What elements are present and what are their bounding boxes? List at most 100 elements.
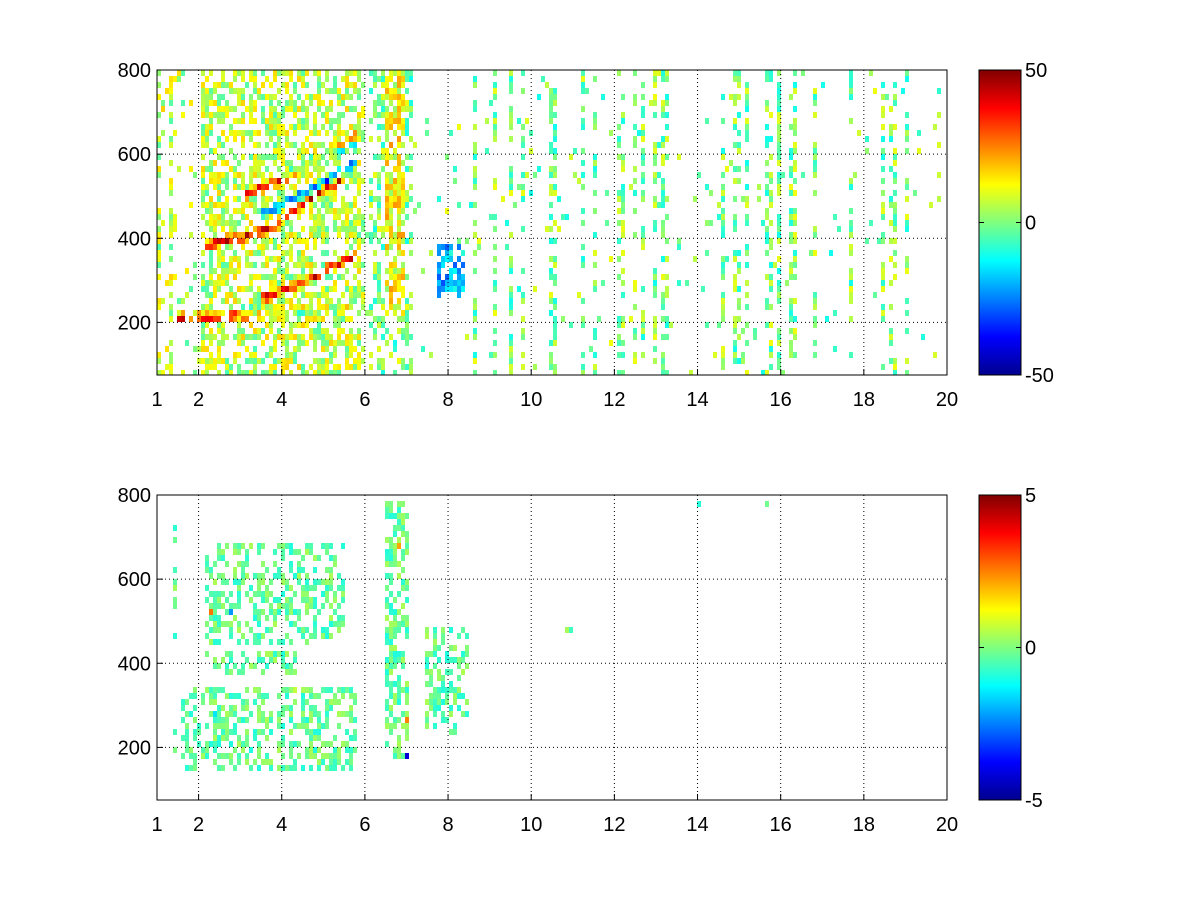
heatmap-cell bbox=[377, 76, 381, 82]
heatmap-cell bbox=[421, 268, 425, 274]
heatmap-cell bbox=[261, 82, 265, 88]
colorbar-ticks: -505 bbox=[979, 485, 1043, 812]
heatmap-cell bbox=[189, 286, 193, 292]
heatmap-cell bbox=[257, 226, 261, 232]
heatmap-cell bbox=[293, 765, 297, 771]
heatmap-cell bbox=[213, 268, 217, 274]
heatmap-cell bbox=[813, 94, 817, 100]
heatmap-cell bbox=[265, 352, 269, 358]
heatmap-cell bbox=[205, 184, 209, 190]
heatmap-cell bbox=[437, 280, 441, 286]
heatmap-cell bbox=[777, 82, 781, 88]
heatmap-cell bbox=[357, 190, 361, 196]
heatmap-cell bbox=[313, 130, 317, 136]
heatmap-cell bbox=[313, 274, 317, 280]
heatmap-cell bbox=[269, 172, 273, 178]
heatmap-cell bbox=[813, 172, 817, 178]
heatmap-cell bbox=[313, 603, 317, 609]
heatmap-cell bbox=[393, 621, 397, 627]
heatmap-cell bbox=[217, 184, 221, 190]
heatmap-cell bbox=[369, 232, 373, 238]
heatmap-cell bbox=[281, 130, 285, 136]
heatmap-cell bbox=[349, 220, 353, 226]
heatmap-cell bbox=[237, 196, 241, 202]
heatmap-cell bbox=[329, 184, 333, 190]
heatmap-cell bbox=[293, 262, 297, 268]
heatmap-cell bbox=[905, 124, 909, 130]
heatmap-cell bbox=[169, 274, 173, 280]
heatmap-cell bbox=[449, 705, 453, 711]
heatmap-cell bbox=[393, 657, 397, 663]
heatmap-cell bbox=[285, 100, 289, 106]
heatmap-cell bbox=[849, 70, 853, 76]
heatmap-cell bbox=[197, 358, 201, 364]
heatmap-cell bbox=[345, 268, 349, 274]
heatmap-cell bbox=[937, 112, 941, 118]
heatmap-cell bbox=[581, 316, 585, 322]
heatmap-cell bbox=[273, 651, 277, 657]
heatmap-cell bbox=[249, 94, 253, 100]
heatmap-cell bbox=[205, 112, 209, 118]
heatmap-cell bbox=[325, 202, 329, 208]
heatmap-cell bbox=[281, 256, 285, 262]
heatmap-cell bbox=[233, 154, 237, 160]
heatmap-cell bbox=[209, 124, 213, 130]
heatmap-cell bbox=[337, 603, 341, 609]
heatmap-cell bbox=[277, 765, 281, 771]
heatmap-cell bbox=[721, 274, 725, 280]
heatmap-cell bbox=[617, 238, 621, 244]
heatmap-cell bbox=[217, 322, 221, 328]
heatmap-cell bbox=[257, 609, 261, 615]
heatmap-cell bbox=[385, 82, 389, 88]
heatmap-cell bbox=[289, 184, 293, 190]
heatmap-cell bbox=[425, 651, 429, 657]
heatmap-cell bbox=[633, 178, 637, 184]
heatmap-cell bbox=[425, 657, 429, 663]
heatmap-cell bbox=[369, 352, 373, 358]
heatmap-cell bbox=[241, 154, 245, 160]
heatmap-cell bbox=[317, 316, 321, 322]
heatmap-cell bbox=[813, 232, 817, 238]
heatmap-cell bbox=[397, 76, 401, 82]
heatmap-cell bbox=[157, 250, 161, 256]
heatmap-cell bbox=[189, 202, 193, 208]
heatmap-cell bbox=[833, 346, 837, 352]
heatmap-cell bbox=[285, 687, 289, 693]
heatmap-cell bbox=[393, 609, 397, 615]
heatmap-cell bbox=[221, 130, 225, 136]
heatmap-cell bbox=[473, 100, 477, 106]
heatmap-cell bbox=[937, 88, 941, 94]
heatmap-cell bbox=[593, 172, 597, 178]
heatmap-cell bbox=[545, 82, 549, 88]
heatmap-cell bbox=[209, 88, 213, 94]
heatmap-cell bbox=[285, 262, 289, 268]
heatmap-cell bbox=[217, 543, 221, 549]
heatmap-cell bbox=[269, 154, 273, 160]
heatmap-cell bbox=[253, 328, 257, 334]
heatmap-cell bbox=[261, 729, 265, 735]
heatmap-cell bbox=[593, 334, 597, 340]
heatmap-cell bbox=[789, 346, 793, 352]
heatmap-cell bbox=[593, 166, 597, 172]
heatmap-cell bbox=[165, 346, 169, 352]
heatmap-cell bbox=[553, 304, 557, 310]
heatmap-cell bbox=[325, 723, 329, 729]
heatmap-cell bbox=[213, 627, 217, 633]
heatmap-cell bbox=[281, 370, 285, 375]
heatmap-cell bbox=[305, 304, 309, 310]
heatmap-cell bbox=[233, 88, 237, 94]
heatmap-cell bbox=[397, 573, 401, 579]
heatmap-cell bbox=[237, 70, 241, 76]
heatmap-cell bbox=[361, 178, 365, 184]
heatmap-cell bbox=[537, 166, 541, 172]
heatmap-cell bbox=[157, 136, 161, 142]
heatmap-cell bbox=[237, 100, 241, 106]
heatmap-cell bbox=[433, 711, 437, 717]
heatmap-cell bbox=[793, 82, 797, 88]
heatmap-cell bbox=[225, 597, 229, 603]
heatmap-cell bbox=[389, 70, 393, 76]
heatmap-cell bbox=[253, 160, 257, 166]
heatmap-cell bbox=[349, 286, 353, 292]
heatmap-cell bbox=[257, 166, 261, 172]
heatmap-cell bbox=[265, 118, 269, 124]
